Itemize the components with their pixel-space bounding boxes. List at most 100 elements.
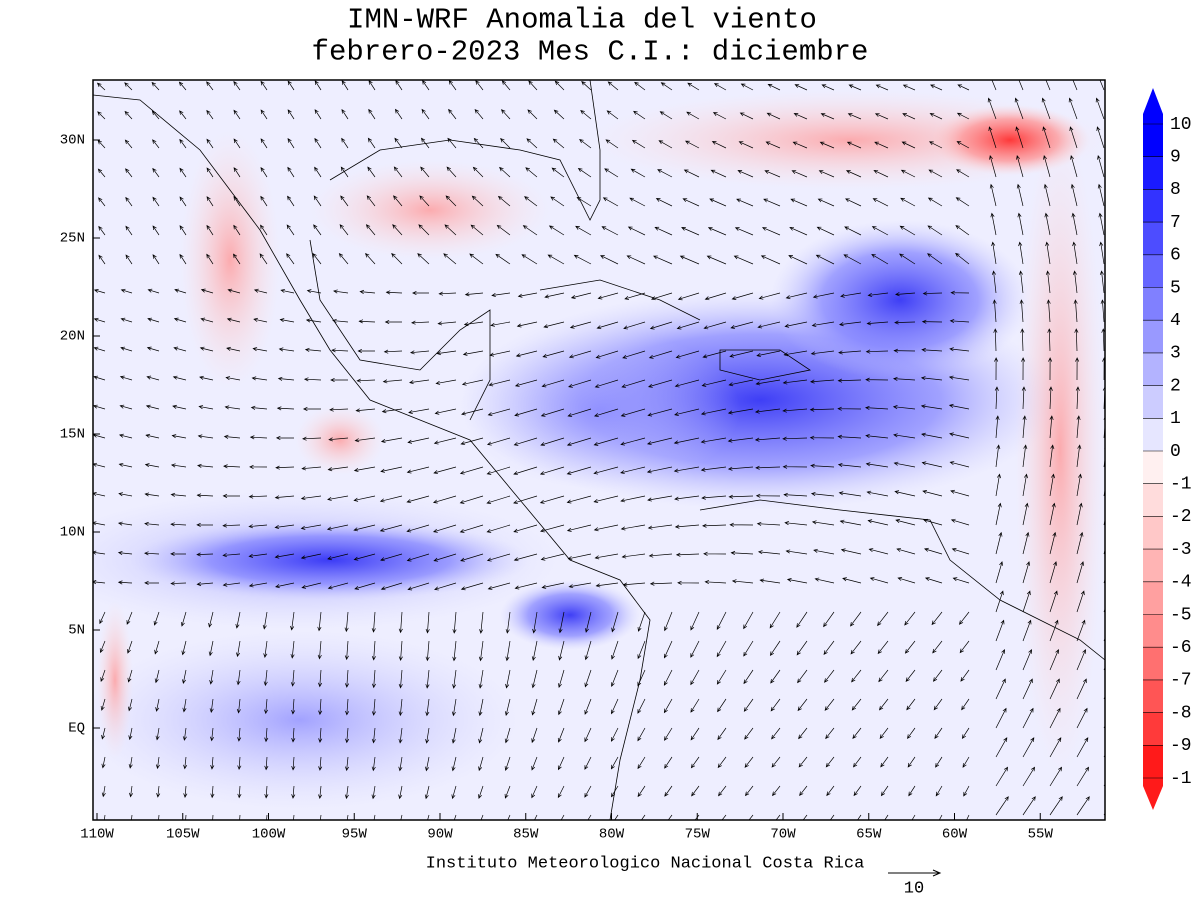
wind-arrow — [93, 550, 106, 555]
wind-arrow — [690, 727, 700, 741]
wind-arrow — [906, 698, 916, 711]
wind-arrow — [866, 321, 889, 326]
wind-arrow — [210, 785, 215, 799]
wind-arrow — [949, 347, 970, 352]
wind-arrow — [995, 590, 1004, 613]
colorbar-band — [1143, 287, 1163, 321]
wind-arrow — [154, 669, 160, 684]
wind-arrow — [1097, 183, 1105, 207]
wind-arrow — [1076, 707, 1088, 729]
wind-arrow — [584, 785, 592, 798]
colorbar-label: 2 — [1170, 376, 1181, 396]
wind-arrow — [837, 462, 862, 468]
wind-arrow — [1076, 561, 1085, 584]
wind-arrow — [587, 814, 592, 820]
wind-arrow — [371, 727, 376, 744]
wind-arrow — [865, 349, 889, 354]
wind-arrow — [239, 814, 241, 820]
title-line: febrero-2023 Mes C.I.: diciembre — [312, 36, 869, 69]
wind-arrow — [543, 321, 565, 329]
wind-arrow — [127, 698, 133, 712]
wind-arrow — [738, 141, 754, 149]
wind-arrow — [355, 408, 376, 413]
wind-arrow — [470, 224, 484, 236]
wind-arrow — [899, 253, 916, 265]
wind-arrow — [558, 669, 565, 688]
wind-arrow — [172, 375, 187, 381]
wind-arrow — [908, 785, 916, 797]
wind-arrow — [172, 404, 187, 410]
wind-arrow — [156, 785, 161, 798]
wind-arrow — [421, 108, 430, 120]
wind-arrow — [174, 288, 187, 294]
colorbar-band — [1143, 745, 1163, 779]
wind-arrow — [1021, 357, 1026, 381]
wind-arrow — [610, 669, 619, 688]
wind-arrow — [621, 379, 646, 388]
wind-arrow — [379, 495, 403, 503]
wind-arrow — [478, 669, 484, 689]
wind-arrow — [817, 198, 835, 207]
wind-arrow — [1042, 126, 1051, 149]
wind-arrow — [989, 183, 997, 207]
wind-arrow — [900, 197, 916, 207]
wind-arrow — [595, 582, 619, 588]
wind-arrow — [93, 289, 106, 294]
wind-arrow — [312, 253, 322, 265]
wind-arrow — [568, 582, 592, 589]
wind-arrow — [461, 408, 484, 416]
wind-arrow — [237, 727, 242, 742]
wind-arrow — [478, 640, 484, 662]
wind-arrow — [517, 292, 538, 298]
wind-arrow — [550, 196, 565, 207]
wind-arrow — [486, 495, 511, 504]
wind-arrow — [824, 669, 835, 683]
wind-arrow — [866, 490, 889, 497]
wind-arrow — [637, 640, 646, 660]
lat-tick-label: 10N — [60, 525, 85, 541]
wind-arrow — [951, 547, 970, 555]
wind-arrow — [274, 553, 295, 559]
wind-arrow — [249, 464, 268, 469]
wind-arrow — [676, 321, 700, 330]
wind-arrow — [327, 495, 349, 501]
wind-arrow — [260, 109, 268, 120]
wind-arrow — [663, 669, 673, 686]
wind-arrow — [818, 170, 835, 178]
wind-arrow — [287, 109, 295, 120]
wind-arrow — [710, 169, 727, 178]
wind-arrow — [769, 640, 781, 657]
wind-arrow — [892, 376, 916, 381]
wind-arrow — [410, 350, 430, 355]
wind-arrow — [1020, 328, 1025, 352]
wind-arrow — [541, 582, 565, 589]
wind-arrow — [793, 112, 808, 120]
wind-arrow — [848, 84, 862, 91]
wind-arrow — [995, 473, 1001, 497]
wind-arrow — [264, 785, 269, 799]
wind-arrow — [706, 255, 727, 265]
wind-arrow — [531, 640, 538, 662]
wind-arrow — [197, 434, 214, 439]
wind-arrow — [554, 80, 565, 91]
wind-arrow — [183, 785, 188, 798]
wind-arrow — [427, 814, 430, 820]
wind-arrow — [393, 195, 403, 207]
wind-arrow — [1049, 502, 1056, 526]
wind-arrow — [622, 582, 646, 587]
wind-arrow — [314, 166, 322, 178]
wind-arrow — [144, 492, 160, 497]
wind-arrow — [1043, 155, 1051, 178]
wind-arrow — [786, 578, 808, 584]
wind-arrow — [691, 785, 700, 797]
wind-arrow — [1022, 561, 1031, 584]
lon-tick-label: 80W — [599, 827, 625, 843]
wind-arrow — [704, 292, 727, 301]
wind-arrow — [514, 408, 538, 417]
wind-arrow — [505, 669, 511, 689]
lon-tick-label: 110W — [80, 827, 114, 843]
wind-arrow — [584, 756, 592, 770]
wind-arrow — [796, 640, 808, 656]
wind-arrow — [844, 226, 862, 236]
wind-arrow — [344, 611, 349, 633]
